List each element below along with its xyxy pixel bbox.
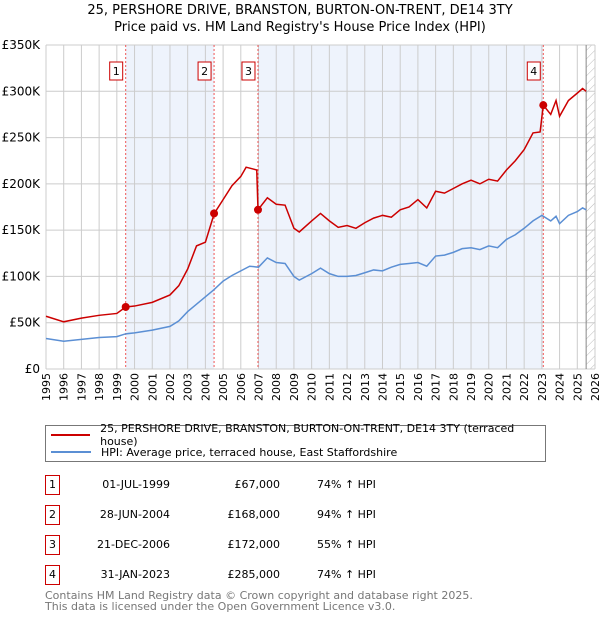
sale-point <box>253 205 262 214</box>
sale-label-box <box>526 61 541 81</box>
table-row: 4 31-JAN-2023 £285,000 74% ↑ HPI <box>45 565 445 585</box>
sale-price: £285,000 <box>227 568 281 581</box>
sale-date: 31-JAN-2023 <box>100 568 170 581</box>
x-tick-label: 2004 <box>199 373 212 401</box>
sale-label-box <box>109 61 124 81</box>
sale-hpi: 94% ↑ HPI <box>317 508 376 521</box>
sale-price: £67,000 <box>234 478 281 491</box>
x-tick-label: 2014 <box>376 373 389 401</box>
x-tick-label: 2018 <box>447 373 460 401</box>
x-tick-label: 2010 <box>306 373 319 401</box>
x-tick-label: 1997 <box>75 373 88 401</box>
x-tick-label: 2015 <box>394 373 407 401</box>
legend: 25, PERSHORE DRIVE, BRANSTON, BURTON-ON-… <box>45 422 546 462</box>
x-tick-label: 2002 <box>164 373 177 401</box>
x-tick-label: 2024 <box>554 373 567 401</box>
sale-badge: 4 <box>45 565 60 585</box>
hpi-series-line <box>45 207 587 342</box>
sale-label-box <box>197 61 212 81</box>
x-tick-label: 2023 <box>536 373 549 401</box>
future-hatch <box>586 45 595 369</box>
sale-label: 4 <box>530 65 537 78</box>
x-tick-label: 2026 <box>589 373 600 401</box>
legend-label: 25, PERSHORE DRIVE, BRANSTON, BURTON-ON-… <box>100 422 515 448</box>
y-tick-label: £150K <box>2 223 42 237</box>
x-tick-label: 2007 <box>253 373 266 401</box>
y-tick-label: £250K <box>2 131 42 145</box>
sale-badge: 1 <box>45 475 60 495</box>
chart-title: 25, PERSHORE DRIVE, BRANSTON, BURTON-ON-… <box>87 3 513 18</box>
x-tick-label: 1999 <box>111 373 124 401</box>
x-tick-label: 2013 <box>359 373 372 401</box>
legend-item-property: 25, PERSHORE DRIVE, BRANSTON, BURTON-ON-… <box>51 422 545 448</box>
sale-hpi: 55% ↑ HPI <box>317 538 376 551</box>
legend-item-hpi: HPI: Average price, terraced house, East… <box>51 444 397 460</box>
y-tick-label: £100K <box>2 269 42 283</box>
x-tick-label: 2009 <box>288 373 301 401</box>
x-tick-label: 2017 <box>430 373 443 401</box>
x-tick-label: 2006 <box>235 373 248 401</box>
sale-date: 01-JUL-1999 <box>102 478 170 491</box>
sale-point <box>539 101 548 110</box>
x-tick-label: 2003 <box>182 373 195 401</box>
sale-price: £172,000 <box>227 538 281 551</box>
sale-label: 3 <box>245 65 252 78</box>
chart-subtitle: Price paid vs. HM Land Registry's House … <box>114 20 486 35</box>
x-tick-label: 2022 <box>518 373 531 401</box>
legend-swatch-blue <box>51 451 91 453</box>
sale-point <box>210 209 219 218</box>
x-tick-label: 2000 <box>129 373 142 401</box>
property-series-line <box>45 87 587 323</box>
x-tick-label: 2012 <box>341 373 354 401</box>
footer-licence: This data is licensed under the Open Gov… <box>45 600 396 613</box>
sale-badge: 2 <box>45 505 60 525</box>
table-row: 2 28-JUN-2004 £168,000 94% ↑ HPI <box>45 505 445 525</box>
y-tick-label: £200K <box>2 177 42 191</box>
x-tick-label: 2021 <box>500 373 513 401</box>
sale-price: £168,000 <box>227 508 281 521</box>
sale-hpi: 74% ↑ HPI <box>317 478 376 491</box>
sale-badge: 3 <box>45 535 60 555</box>
legend-swatch-red <box>51 434 91 436</box>
x-tick-label: 1996 <box>58 373 71 401</box>
sale-label-box <box>241 61 256 81</box>
y-tick-label: £300K <box>2 84 42 98</box>
x-tick-label: 2008 <box>270 373 283 401</box>
sale-date: 21-DEC-2006 <box>96 538 170 551</box>
legend-label: HPI: Average price, terraced house, East… <box>101 445 398 459</box>
y-tick-label: £350K <box>2 38 42 52</box>
footer-copyright: Contains HM Land Registry data © Crown c… <box>45 589 473 602</box>
x-tick-label: 2011 <box>323 373 336 401</box>
x-tick-label: 2005 <box>217 373 230 401</box>
table-row: 1 01-JUL-1999 £67,000 74% ↑ HPI <box>45 475 445 495</box>
sale-label: 2 <box>201 65 208 78</box>
price-chart: 1995 1996 1997 1998 1999 2000 2001 2002 2003 2004… <box>2 38 600 401</box>
sale-date: 28-JUN-2004 <box>99 508 170 521</box>
x-tick-label: 2016 <box>412 373 425 401</box>
table-row: 3 21-DEC-2006 £172,000 55% ↑ HPI <box>45 535 445 555</box>
y-tick-label: £0 <box>25 362 40 376</box>
sale-hpi: 74% ↑ HPI <box>317 568 376 581</box>
sale-point <box>121 302 130 311</box>
sale-label: 1 <box>113 65 120 78</box>
x-tick-label: 2001 <box>146 373 159 401</box>
x-tick-label: 2025 <box>571 373 584 401</box>
y-tick-label: £50K <box>9 316 41 330</box>
x-tick-label: 1995 <box>40 373 53 401</box>
x-tick-label: 2019 <box>465 373 478 401</box>
x-tick-label: 1998 <box>93 373 106 401</box>
x-tick-label: 2020 <box>483 373 496 401</box>
